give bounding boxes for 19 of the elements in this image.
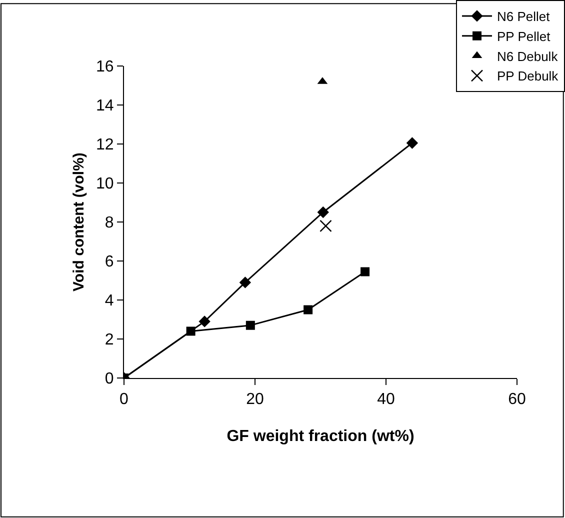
x-tick-label: 20 (246, 391, 264, 408)
y-tick-label: 14 (96, 98, 114, 115)
x-tick-label: 0 (120, 391, 129, 408)
y-tick-label: 4 (104, 292, 114, 310)
y-tick-label: 16 (96, 58, 114, 76)
legend-label: PP Debulk (497, 68, 559, 84)
legend-label: N6 Pellet (497, 9, 550, 24)
y-tick-label: 10 (96, 176, 114, 193)
y-axis-title: Void content (vol%) (70, 152, 88, 292)
x-axis-title: GF weight fraction (wt%) (226, 428, 414, 445)
legend-label: N6 Debulk (497, 48, 558, 64)
y-tick-label: 8 (104, 214, 114, 232)
x-tick-label: 40 (377, 391, 395, 408)
y-tick-label: 0 (104, 370, 114, 388)
y-tick-label: 2 (104, 332, 114, 349)
x-tick-label: 60 (508, 391, 526, 408)
y-tick-label: 6 (104, 254, 114, 271)
legend-label: PP Pellet (497, 28, 551, 44)
y-tick-label: 12 (96, 136, 114, 154)
